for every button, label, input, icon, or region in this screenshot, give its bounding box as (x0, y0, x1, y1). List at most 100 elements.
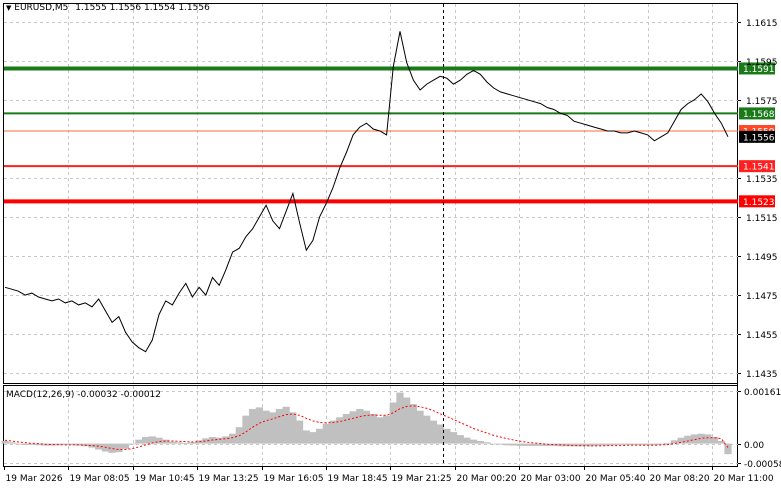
time-tick-label: 19 Mar 18:45 (328, 474, 388, 484)
macd-histogram-bar (437, 425, 444, 444)
macd-histogram-bar (664, 443, 671, 444)
macd-histogram-bar (390, 402, 397, 443)
time-tick-label: 20 Mar 05:40 (586, 474, 646, 484)
macd-histogram-bar (256, 407, 263, 443)
macd-histogram-bar (470, 440, 477, 444)
macd-histogram-bar (182, 443, 189, 444)
price-pane-border (4, 4, 738, 384)
macd-histogram-bar (383, 416, 390, 444)
macd-histogram-bar (416, 411, 423, 444)
macd-tick-label: 0.00 (744, 441, 764, 451)
macd-histogram-bar (403, 398, 410, 444)
time-tick-label: 20 Mar 11:00 (714, 474, 774, 484)
time-tick-label: 19 Mar 21:25 (392, 474, 452, 484)
macd-histogram-bar (316, 429, 323, 444)
macd-histogram-bar (15, 444, 22, 445)
time-tick-label: 19 Mar 08:05 (70, 474, 130, 484)
time-tick-label: 19 Mar 13:25 (199, 474, 259, 484)
macd-histogram-bar (296, 421, 303, 444)
macd-histogram-bar (410, 404, 417, 444)
macd-histogram-bar (463, 438, 470, 444)
macd-histogram-bar (283, 407, 290, 444)
macd-histogram-bar (457, 435, 464, 444)
macd-histogram-bar (289, 412, 296, 443)
chart-header: ▼ EURUSD,M5 1.1555 1.1556 1.1554 1.1556 (6, 3, 210, 13)
macd-histogram-bar (222, 436, 229, 443)
macd-histogram-bar (323, 424, 330, 444)
macd-histogram-bar (678, 438, 685, 444)
time-tick-label: 20 Mar 00:20 (457, 474, 517, 484)
price-series-layer (5, 31, 728, 351)
macd-histogram-bar (477, 441, 484, 444)
macd-histogram-bar (135, 440, 142, 444)
symbol-label[interactable]: EURUSD,M5 (14, 3, 68, 13)
macd-histogram-bar (624, 444, 631, 445)
macd-histogram-bar (21, 444, 28, 445)
macd-histogram-bar (510, 444, 517, 446)
macd-histogram-bar (617, 444, 624, 445)
macd-histogram-bar (724, 444, 731, 455)
macd-histogram-bar (483, 442, 490, 443)
macd-tick-label: 0.00161 (744, 388, 781, 398)
macd-histogram-bar (349, 411, 356, 443)
macd-histogram-bar (309, 432, 316, 444)
ohlc-values: 1.1555 1.1556 1.1554 1.1556 (75, 3, 210, 13)
price-tick-label: 1.1495 (746, 253, 778, 263)
macd-histogram-bar (524, 444, 531, 446)
current-price-label: 1.1556 (743, 133, 775, 143)
macd-histogram-bar (376, 417, 383, 443)
macd-histogram-bar (370, 414, 377, 444)
macd-histogram-bar (443, 429, 450, 444)
macd-histogram-bar (450, 432, 457, 444)
macd-histogram-bar (115, 444, 122, 453)
macd-indicator-title: MACD(12,26,9) -0.00032 -0.00012 (6, 390, 161, 400)
macd-histogram-bar (356, 409, 363, 444)
price-line (5, 31, 728, 351)
macd-histogram-bar (704, 434, 711, 443)
price-tick-label: 1.1575 (746, 97, 778, 107)
macd-histogram-bar (175, 442, 182, 443)
macd-histogram-bar (303, 430, 310, 443)
price-tick-label: 1.1435 (746, 370, 778, 380)
macd-histogram-bar (1, 441, 8, 444)
price-tick-label: 1.1515 (746, 214, 778, 224)
macd-histogram-bar (329, 421, 336, 444)
macd-histogram-bar (684, 436, 691, 444)
macd-histogram-bar (503, 444, 510, 446)
macd-histogram-bar (490, 444, 497, 445)
macd-histogram-bar (718, 441, 725, 444)
macd-histogram-bar (155, 438, 162, 444)
macd-histogram-bar (122, 444, 129, 449)
time-tick-label: 19 Mar 2026 (6, 474, 63, 484)
time-tick-label: 19 Mar 10:45 (135, 474, 195, 484)
macd-histogram-bar (162, 440, 169, 444)
macd-histogram-bar (497, 444, 504, 445)
macd-histogram-bar (249, 409, 256, 444)
time-tick-label: 20 Mar 08:20 (650, 474, 710, 484)
time-tick-label: 19 Mar 16:05 (264, 474, 324, 484)
level-price-label: 1.1523 (743, 198, 775, 208)
macd-histogram-bar (262, 411, 269, 444)
symbol-menu-icon[interactable]: ▼ (6, 4, 11, 12)
macd-histogram-bar (430, 421, 437, 444)
macd-histogram-bar (691, 434, 698, 443)
macd-histogram-bar (396, 393, 403, 444)
macd-histogram-bar (530, 444, 537, 446)
macd-histogram-bar (142, 437, 149, 444)
macd-histogram-bar (631, 444, 638, 445)
price-tick-label: 1.1475 (746, 292, 778, 302)
level-price-label: 1.1568 (743, 110, 775, 120)
macd-histogram-bar (517, 444, 524, 446)
macd-histogram-bar (229, 434, 236, 444)
price-tick-label: 1.1455 (746, 331, 778, 341)
macd-histogram-bar (343, 414, 350, 444)
macd-histogram-bar (129, 444, 136, 445)
macd-histogram-bar (637, 444, 644, 445)
macd-histogram-bar (216, 438, 223, 444)
price-tick-label: 1.1535 (746, 175, 778, 185)
macd-histogram-bar (8, 442, 15, 443)
price-tick-label: 1.1595 (746, 58, 778, 68)
